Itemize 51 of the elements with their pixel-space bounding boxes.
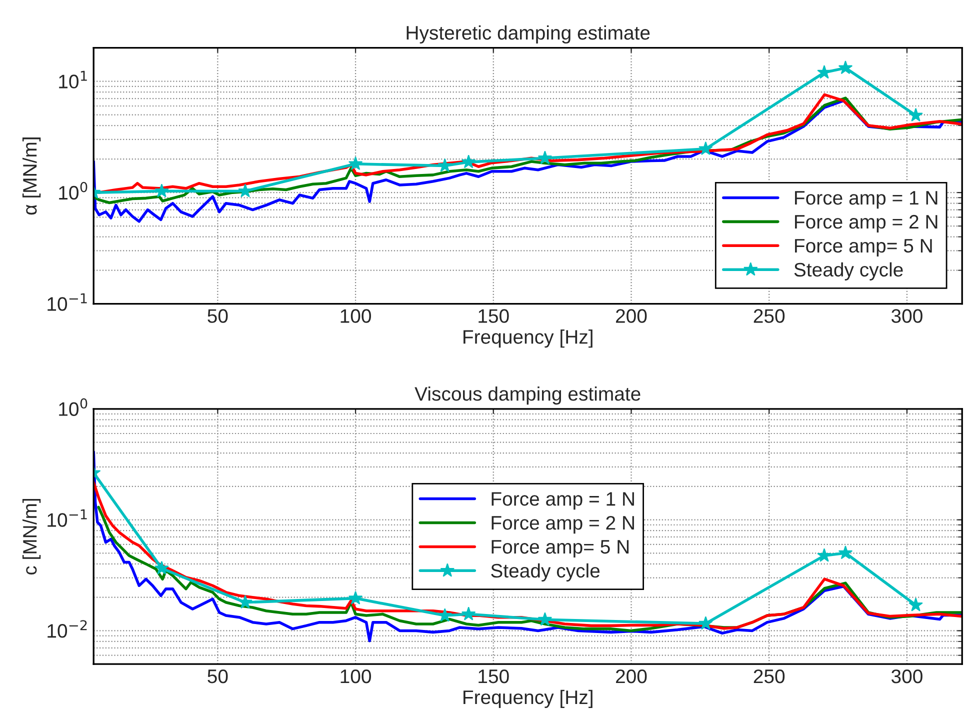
x-tick-label: 50 <box>208 669 228 684</box>
x-tick-label: 150 <box>478 669 509 684</box>
point <box>348 156 363 170</box>
point <box>698 616 713 630</box>
x-tick-label: 300 <box>891 309 922 323</box>
point <box>461 154 476 168</box>
y-axis-title: c [MN/m] <box>22 499 41 575</box>
point <box>817 548 832 562</box>
point <box>908 598 923 612</box>
point <box>838 546 853 560</box>
legend-label: Steady cycle <box>491 563 600 582</box>
x-axis-title: Frequency [Hz] <box>464 690 592 708</box>
y-tick-label: 10$^{0}$ <box>59 182 88 200</box>
point <box>698 141 713 156</box>
point <box>461 606 476 620</box>
x-axis-title: Frequency [Hz] <box>464 330 592 348</box>
legend-label: Force amp = 1 N <box>795 191 938 209</box>
legend-label: Force amp = 2 N <box>795 214 938 233</box>
y-tick-label: 10$^{1}$ <box>59 70 87 88</box>
point <box>538 150 552 164</box>
point <box>154 560 169 574</box>
point <box>817 65 832 79</box>
y-axis-title: α [MN/m] <box>22 138 41 215</box>
legend-label: Force amp = 2 N <box>492 516 634 534</box>
legend-label: Force amp= 5 N <box>492 540 629 558</box>
point <box>538 612 552 626</box>
x-tick-label: 250 <box>754 669 785 684</box>
point <box>154 184 169 198</box>
point <box>438 158 452 172</box>
chart-title: Hysteretic damping estimate <box>406 25 650 44</box>
point <box>908 108 923 122</box>
y-tick-label: 10$^{−1}$ <box>48 293 87 311</box>
chart-title: Viscous damping estimate <box>414 386 640 405</box>
point <box>348 590 363 604</box>
x-tick-label: 50 <box>208 309 228 323</box>
x-tick-label: 100 <box>340 669 371 684</box>
x-tick-label: 200 <box>616 309 647 323</box>
y-tick-label: 10$^{0}$ <box>59 398 88 416</box>
legend-label: Force amp= 5 N <box>795 239 932 256</box>
legend-label: Force amp = 1 N <box>492 492 634 510</box>
point <box>238 594 252 609</box>
x-tick-label: 300 <box>891 669 922 684</box>
point <box>438 608 452 622</box>
legend-label: Steady cycle <box>794 262 903 280</box>
x-tick-label: 100 <box>340 309 371 323</box>
x-tick-label: 150 <box>478 309 509 323</box>
y-tick-label: 10$^{−1}$ <box>48 509 87 527</box>
x-tick-label: 250 <box>754 309 785 323</box>
point <box>838 60 853 74</box>
x-tick-label: 200 <box>616 669 647 684</box>
y-tick-label: 10$^{−2}$ <box>48 620 87 638</box>
